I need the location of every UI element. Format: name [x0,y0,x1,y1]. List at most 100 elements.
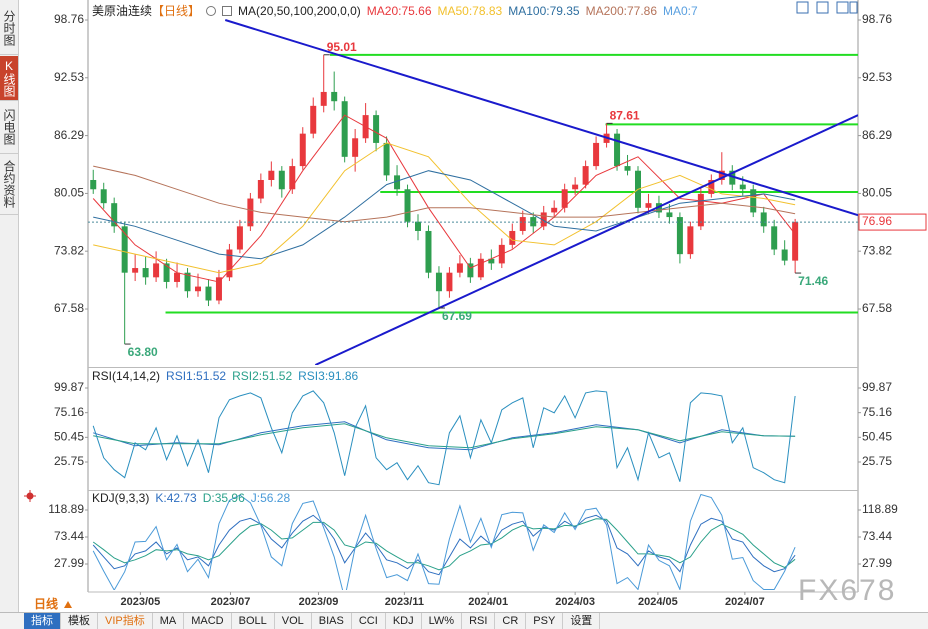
period-arrow[interactable] [64,601,72,608]
toolbar-item[interactable]: MACD [184,613,232,629]
plot-area [92,390,796,486]
legend-entry: MA100:79.35 [508,3,580,18]
legend-entry: RSI1:51.52 [166,369,227,383]
y-tick-label: 25.75 [862,454,892,468]
toolbar-item[interactable]: LW% [422,613,463,629]
candle-body [153,263,160,278]
candle-body [582,166,589,185]
toolbar-item[interactable]: VIP指标 [98,613,153,629]
y-tick-label: 73.44 [862,529,892,543]
candle-body [781,249,788,261]
candle-body [121,226,128,273]
series-line [92,390,796,486]
candle-body [289,166,296,190]
toolbar-item[interactable]: VOL [275,613,312,629]
candle-body [477,258,484,278]
series-line [93,423,796,449]
toolbar-item[interactable]: BOLL [232,613,275,629]
y-tick-label: 67.58 [54,301,84,315]
y-tick-label: 27.99 [862,556,892,570]
kdj-icon [24,490,36,502]
chart-title: RSI(14,14,2) [92,369,161,383]
candle-body [425,230,432,273]
candle-body [174,272,181,282]
legend-entry: K:42.73 [155,491,197,505]
candle-body [509,230,516,245]
toolbar-item[interactable]: RSI [462,613,496,629]
candle-body [195,286,201,292]
candle-body [666,212,673,218]
legend-entry: J:56.28 [250,491,291,505]
toolbar-item[interactable]: PSY [526,613,564,629]
candle-body [718,170,725,180]
candle-body [184,272,191,292]
toolbar-item[interactable]: KDJ [386,613,422,629]
watermark: FX678 [798,574,897,607]
sidebar-tab[interactable]: 闪电图 [0,101,18,154]
y-tick-label: 98.76 [54,12,84,26]
candle-body [100,189,107,204]
y-tick-label: 80.05 [862,186,892,200]
series-line [92,518,796,571]
toolbar-item[interactable]: CCI [352,613,386,629]
candle-body [394,175,401,190]
icon[interactable] [222,5,233,16]
toolbar-item[interactable]: 指标 [24,613,61,629]
candle-body [320,91,327,106]
candle-body [446,272,453,292]
icon[interactable] [206,5,217,16]
annotation: 87.61 [610,109,640,123]
last-price-label: 76.96 [862,214,892,228]
y-tick-label: 118.89 [862,502,898,516]
sidebar-tab[interactable]: K线图 [0,56,18,101]
toolbar-item[interactable]: 设置 [563,613,601,629]
candle-body [614,133,621,167]
candle-body [111,203,118,227]
candle-body [760,212,767,227]
candle-body [467,263,474,278]
candle-body [456,263,463,273]
candle-body [341,101,348,157]
candle-body [551,207,558,213]
icon[interactable] [816,1,829,14]
y-tick-label: 27.99 [54,556,84,570]
y-tick-label: 75.16 [862,405,892,419]
sidebar-tab[interactable]: 合约资料 [0,154,18,215]
y-tick-label: 73.44 [54,529,84,543]
toolbar-item[interactable]: BIAS [312,613,352,629]
series-line [92,493,796,590]
candle-body [373,115,380,143]
y-tick-label: 50.45 [862,430,892,444]
candle-body [404,189,411,222]
icon[interactable] [849,1,858,14]
plot-area [92,493,796,590]
legend-entry: MA0:7 [663,3,698,18]
candle-body [331,91,338,102]
candle-body [561,189,568,208]
candle-body [247,198,254,227]
y-tick-label: 86.29 [54,128,84,142]
legend-entry: RSI3:91.86 [298,369,359,383]
candle-body [488,258,495,264]
series-line [93,421,796,451]
candle-body [299,133,306,167]
sidebar: 分时图 K线图 闪电图 合约资料 [0,0,19,612]
icon[interactable] [836,1,849,14]
toolbar-item[interactable]: CR [495,613,527,629]
toolbar-item[interactable]: MA [153,613,185,629]
candle-body [257,179,264,199]
x-tick-label: 2023/11 [385,596,424,608]
toolbar-item[interactable]: 模板 [61,613,98,629]
y-tick-label: 92.53 [54,70,84,84]
sidebar-tab[interactable]: 分时图 [0,2,18,55]
annotation: 67.69 [442,309,472,323]
candle-body [142,268,149,278]
y-tick-label: 75.16 [54,405,84,419]
series-line [93,165,796,223]
toolbar-icons [796,1,858,14]
period-label[interactable]: 日线 [34,597,59,611]
legend-entry: MA20:75.66 [366,3,432,18]
candle-body [310,105,317,134]
y-tick-label: 92.53 [862,70,892,84]
icon[interactable] [796,1,809,14]
